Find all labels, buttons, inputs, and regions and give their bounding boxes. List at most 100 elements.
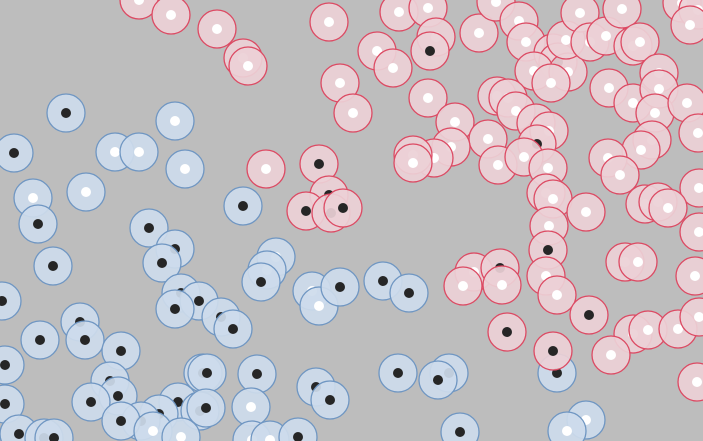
dark-center-dot [194, 296, 204, 306]
light-center-dot [575, 8, 585, 18]
blue-bubble [155, 289, 195, 329]
red-bubble [443, 266, 483, 306]
red-bubble [533, 331, 573, 371]
light-center-dot [690, 271, 700, 281]
light-center-dot [552, 290, 562, 300]
light-center-dot [110, 147, 120, 157]
blue-bubble [223, 186, 263, 226]
light-center-dot [394, 7, 404, 17]
blue-bubble [237, 354, 277, 394]
blue-bubble [34, 418, 74, 441]
red-bubble [459, 13, 499, 53]
light-center-dot [243, 61, 253, 71]
blue-bubble [18, 204, 58, 244]
dark-center-dot [0, 360, 10, 370]
dark-center-dot [202, 368, 212, 378]
light-center-dot [81, 187, 91, 197]
blue-bubble-group [0, 93, 606, 441]
red-bubble [566, 192, 606, 232]
dark-center-dot [48, 261, 58, 271]
light-center-dot [561, 35, 571, 45]
red-bubble [320, 63, 360, 103]
red-bubble-ring [678, 113, 703, 153]
dark-center-dot [393, 368, 403, 378]
dark-center-dot [35, 335, 45, 345]
blue-bubble-ring [278, 417, 318, 441]
dark-center-dot [378, 276, 388, 286]
red-bubble-group [119, 0, 703, 402]
light-center-dot [606, 350, 616, 360]
light-center-dot [673, 324, 683, 334]
blue-bubble [33, 246, 73, 286]
dark-center-dot [0, 399, 10, 409]
blue-bubble [241, 262, 281, 302]
light-center-dot [176, 432, 186, 441]
light-center-dot [643, 325, 653, 335]
blue-bubble [278, 417, 318, 441]
light-center-dot [562, 426, 572, 436]
red-bubble [299, 144, 339, 184]
blue-bubble [0, 281, 22, 321]
light-center-dot [521, 37, 531, 47]
dark-center-dot [144, 223, 154, 233]
red-bubble [620, 22, 660, 62]
light-center-dot [180, 164, 190, 174]
dark-center-dot [325, 395, 335, 405]
blue-bubble [310, 380, 350, 420]
light-center-dot [324, 17, 334, 27]
red-bubble [151, 0, 191, 35]
blue-bubble [161, 417, 201, 441]
blue-bubble [155, 101, 195, 141]
light-center-dot [546, 78, 556, 88]
blue-bubble [418, 360, 458, 400]
red-bubble [618, 242, 658, 282]
red-bubble [667, 83, 703, 123]
red-bubble [670, 5, 703, 45]
light-center-dot [511, 106, 521, 116]
red-bubble-ring [119, 0, 159, 20]
dark-center-dot [238, 201, 248, 211]
blue-bubble-ring [34, 418, 74, 441]
red-bubble [393, 143, 433, 183]
dark-center-dot [86, 397, 96, 407]
light-center-dot [604, 83, 614, 93]
light-center-dot [682, 98, 692, 108]
blue-bubble [142, 243, 182, 283]
blue-bubble [213, 309, 253, 349]
light-center-dot [692, 377, 702, 387]
light-center-dot [134, 147, 144, 157]
blue-bubble [71, 382, 111, 422]
red-bubble [679, 297, 703, 337]
light-center-dot [694, 227, 703, 237]
red-bubble [602, 0, 642, 29]
dark-center-dot [33, 219, 43, 229]
dark-center-dot [0, 296, 7, 306]
blue-bubble-ring [161, 417, 201, 441]
light-center-dot [388, 63, 398, 73]
blue-bubble [65, 320, 105, 360]
blue-bubble-ring [0, 345, 25, 385]
blue-bubble [165, 149, 205, 189]
light-center-dot [543, 163, 553, 173]
red-bubble [487, 312, 527, 352]
blue-bubble [129, 208, 169, 248]
light-center-dot [408, 158, 418, 168]
dark-center-dot [335, 282, 345, 292]
light-center-dot [497, 280, 507, 290]
red-bubble [591, 335, 631, 375]
red-bubble [675, 256, 703, 296]
dark-center-dot [170, 304, 180, 314]
dark-center-dot [425, 46, 435, 56]
blue-bubble [46, 93, 86, 133]
red-bubble [531, 63, 571, 103]
red-bubble [323, 188, 363, 228]
blue-bubble [231, 387, 271, 427]
red-bubble [628, 310, 668, 350]
red-bubble [228, 46, 268, 86]
light-center-dot [170, 116, 180, 126]
dark-center-dot [314, 159, 324, 169]
red-bubble [482, 265, 522, 305]
red-bubble-ring [675, 256, 703, 296]
light-center-dot [28, 193, 38, 203]
